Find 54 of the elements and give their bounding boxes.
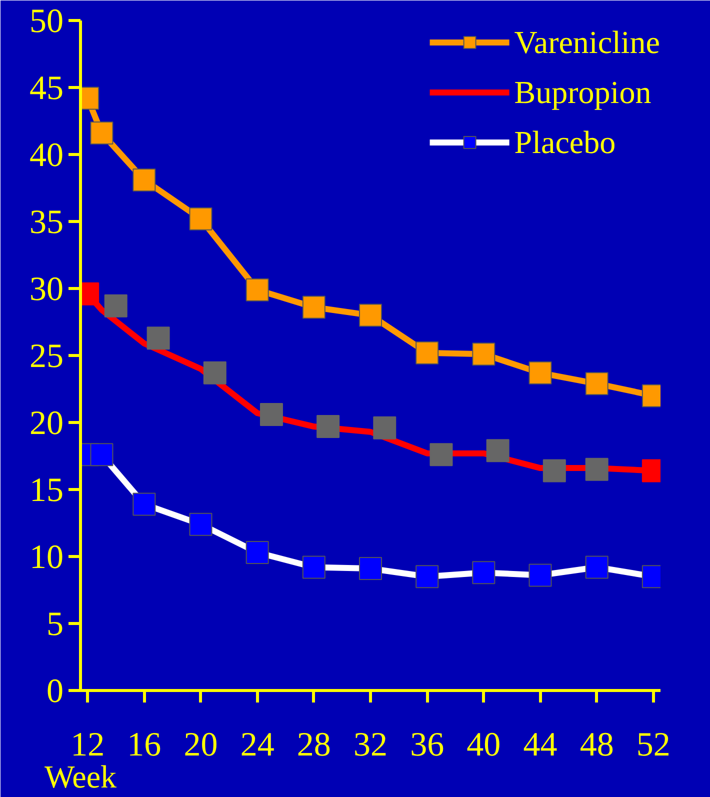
point: [246, 278, 269, 302]
y-tick-label: 5: [46, 606, 64, 643]
y-tick-label: 20: [30, 405, 64, 442]
x-tick-label: 48: [580, 726, 614, 764]
x-tick-label: 40: [466, 726, 501, 764]
point: [359, 304, 382, 327]
y-tick-label: 35: [30, 204, 64, 241]
point: [203, 361, 226, 384]
point: [416, 341, 439, 364]
point: [104, 294, 128, 318]
point: [189, 207, 212, 230]
legend-label: Varenicline: [514, 22, 660, 62]
point: [90, 443, 114, 466]
point: [373, 416, 396, 440]
point: [542, 459, 566, 482]
y-tick-label: 10: [30, 539, 64, 576]
point: [585, 372, 608, 396]
y-tick-label: 30: [30, 271, 64, 308]
point: [189, 512, 212, 536]
point: [302, 556, 326, 579]
x-tick-label: 36: [410, 726, 444, 764]
point: [90, 122, 114, 145]
y-tick-label: 15: [30, 472, 64, 509]
point: [316, 415, 340, 438]
point: [430, 443, 453, 466]
legend-label: Placebo: [514, 122, 616, 162]
x-tick-label: 44: [523, 726, 558, 764]
point: [302, 296, 326, 319]
point: [585, 556, 608, 579]
point: [246, 540, 269, 564]
x-tick-label: 52: [636, 726, 670, 764]
point: [472, 342, 496, 366]
point: [528, 361, 552, 384]
point: [132, 168, 156, 192]
y-tick-label: 40: [30, 137, 64, 174]
x-tick-label: 32: [354, 726, 388, 764]
point: [472, 561, 496, 584]
x-tick-label: 20: [184, 726, 218, 764]
point: [359, 557, 382, 580]
x-tick-label: 24: [240, 726, 274, 764]
point: [486, 439, 510, 462]
y-tick-label: 0: [46, 673, 64, 710]
point: [146, 326, 170, 350]
legend-label: Bupropion: [514, 72, 652, 112]
y-tick-label: 25: [30, 338, 64, 375]
point: [528, 564, 552, 587]
point: [416, 565, 439, 588]
x-tick-label: 28: [296, 726, 331, 764]
point: [585, 458, 608, 481]
point: [132, 492, 156, 516]
y-tick-label: 50: [30, 3, 64, 40]
x-tick-label: 16: [127, 726, 162, 764]
point: [260, 402, 283, 426]
y-tick-label: 45: [30, 70, 64, 107]
